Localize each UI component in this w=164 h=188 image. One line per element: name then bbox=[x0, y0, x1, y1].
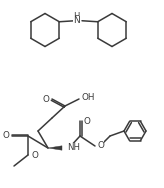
Text: O: O bbox=[83, 117, 90, 126]
Polygon shape bbox=[48, 146, 62, 150]
Text: H: H bbox=[73, 12, 80, 21]
Text: O: O bbox=[42, 95, 49, 104]
Text: O: O bbox=[2, 131, 9, 140]
Text: O: O bbox=[97, 140, 104, 149]
Text: NH: NH bbox=[67, 143, 80, 152]
Text: N: N bbox=[73, 16, 80, 25]
Text: O: O bbox=[32, 152, 39, 161]
Text: OH: OH bbox=[81, 93, 94, 102]
